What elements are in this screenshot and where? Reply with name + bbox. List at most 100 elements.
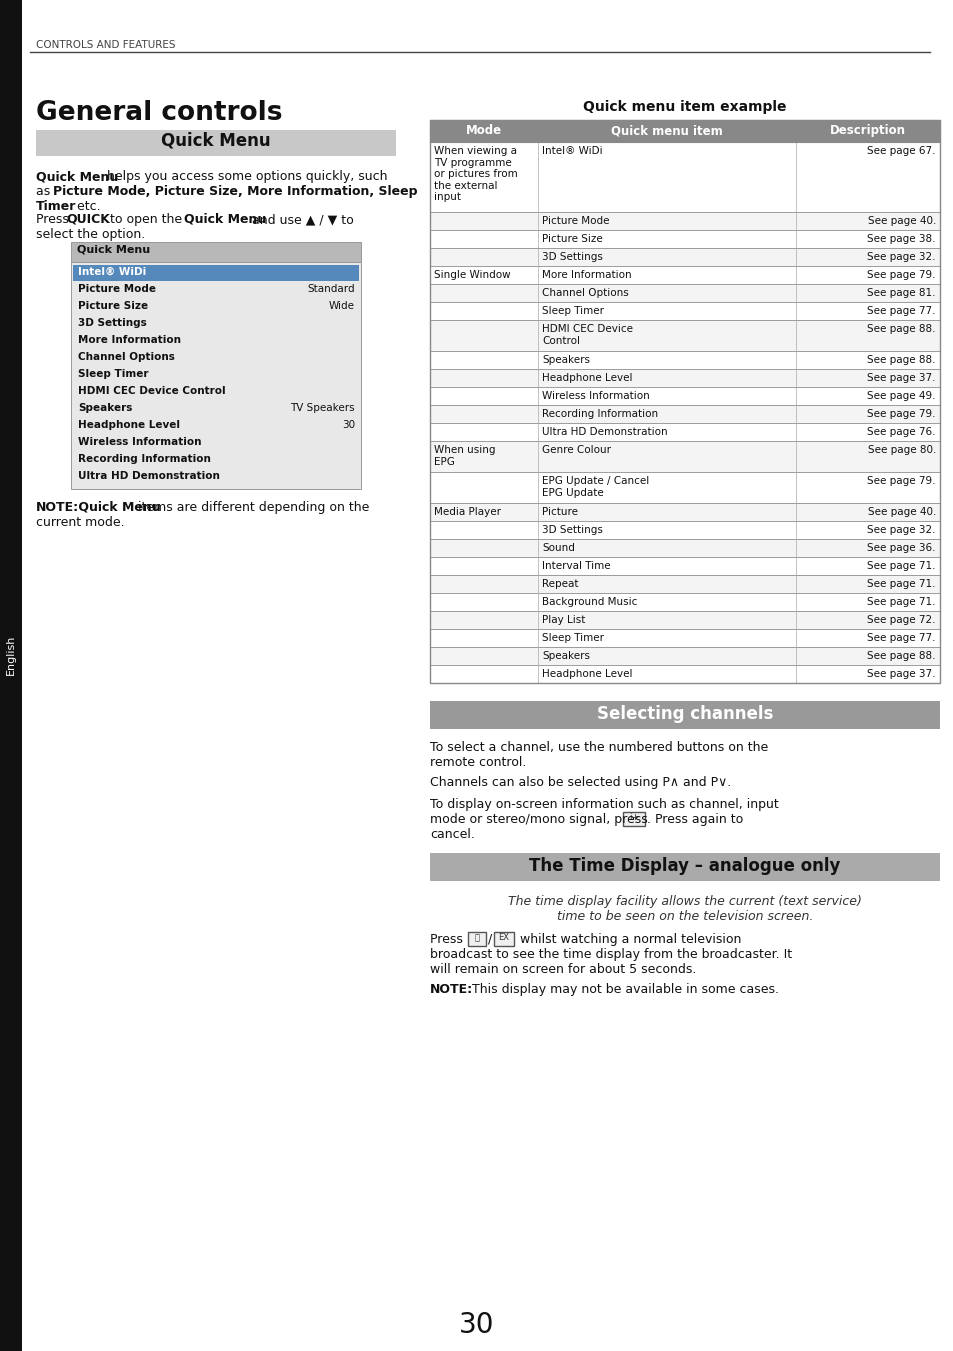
Text: 3D Settings: 3D Settings xyxy=(78,317,147,328)
Text: QUICK: QUICK xyxy=(66,213,110,226)
Text: 30: 30 xyxy=(341,420,355,430)
Bar xyxy=(430,249,939,266)
Text: Channel Options: Channel Options xyxy=(78,353,174,362)
Text: See page 40.: See page 40. xyxy=(866,216,935,226)
Text: select the option.: select the option. xyxy=(36,228,145,240)
Text: Description: Description xyxy=(829,124,905,136)
Text: Speakers: Speakers xyxy=(78,403,132,413)
Text: Interval Time: Interval Time xyxy=(541,561,610,571)
Text: See page 37.: See page 37. xyxy=(866,669,935,680)
Bar xyxy=(468,932,485,946)
Text: Sleep Timer: Sleep Timer xyxy=(78,369,149,380)
Bar xyxy=(430,142,939,212)
Text: See page 88.: See page 88. xyxy=(866,355,935,365)
Bar xyxy=(430,369,939,386)
Bar xyxy=(430,539,939,557)
Text: When using
EPG: When using EPG xyxy=(434,444,495,466)
Bar xyxy=(430,852,939,881)
Text: items are different depending on the: items are different depending on the xyxy=(133,501,369,513)
Bar xyxy=(430,351,939,369)
Text: See page 67.: See page 67. xyxy=(866,146,935,155)
Text: will remain on screen for about 5 seconds.: will remain on screen for about 5 second… xyxy=(430,963,696,975)
Text: Wide: Wide xyxy=(329,301,355,311)
Text: Play List: Play List xyxy=(541,615,585,626)
Text: Sleep Timer: Sleep Timer xyxy=(541,634,603,643)
Text: Channel Options: Channel Options xyxy=(541,288,628,299)
Text: NOTE:: NOTE: xyxy=(430,984,473,996)
Bar xyxy=(430,593,939,611)
Text: i+: i+ xyxy=(628,813,639,821)
Text: Repeat: Repeat xyxy=(541,580,578,589)
Bar xyxy=(622,812,644,825)
Text: Picture Size: Picture Size xyxy=(541,234,602,245)
Bar xyxy=(430,120,939,684)
Text: Picture Mode: Picture Mode xyxy=(78,284,156,295)
Text: Sound: Sound xyxy=(541,543,575,553)
Text: See page 80.: See page 80. xyxy=(866,444,935,455)
Bar xyxy=(494,932,514,946)
Text: Standard: Standard xyxy=(307,284,355,295)
Bar xyxy=(430,557,939,576)
Text: See page 88.: See page 88. xyxy=(866,324,935,334)
Text: See page 32.: See page 32. xyxy=(866,526,935,535)
Text: TV Speakers: TV Speakers xyxy=(290,403,355,413)
Text: time to be seen on the television screen.: time to be seen on the television screen… xyxy=(557,911,812,923)
Text: Intel® WiDi: Intel® WiDi xyxy=(541,146,602,155)
Text: More Information: More Information xyxy=(78,335,181,345)
Text: To select a channel, use the numbered buttons on the: To select a channel, use the numbered bu… xyxy=(430,740,767,754)
Text: /: / xyxy=(488,934,492,946)
Text: EPG Update / Cancel
EPG Update: EPG Update / Cancel EPG Update xyxy=(541,476,649,497)
Bar xyxy=(430,386,939,405)
Text: See page 36.: See page 36. xyxy=(866,543,935,553)
Text: . Press again to: . Press again to xyxy=(646,813,742,825)
Bar xyxy=(430,521,939,539)
Text: See page 32.: See page 32. xyxy=(866,253,935,262)
Text: Genre Colour: Genre Colour xyxy=(541,444,610,455)
Text: See page 77.: See page 77. xyxy=(866,634,935,643)
Text: See page 79.: See page 79. xyxy=(866,476,935,486)
Bar xyxy=(430,701,939,730)
Bar xyxy=(71,242,360,262)
Text: See page 37.: See page 37. xyxy=(866,373,935,382)
Text: Quick Menu: Quick Menu xyxy=(184,213,266,226)
Text: 3D Settings: 3D Settings xyxy=(541,526,602,535)
Text: Timer: Timer xyxy=(36,200,76,213)
Text: HDMI CEC Device
Control: HDMI CEC Device Control xyxy=(541,324,633,346)
Bar xyxy=(430,284,939,303)
Text: Selecting channels: Selecting channels xyxy=(597,705,772,723)
Bar xyxy=(71,262,360,489)
Text: See page 81.: See page 81. xyxy=(866,288,935,299)
Bar xyxy=(430,471,939,503)
Text: See page 38.: See page 38. xyxy=(866,234,935,245)
Text: Wireless Information: Wireless Information xyxy=(541,390,649,401)
Text: The time display facility allows the current (text service): The time display facility allows the cur… xyxy=(508,894,861,908)
Text: Single Window: Single Window xyxy=(434,270,510,280)
Text: This display may not be available in some cases.: This display may not be available in som… xyxy=(468,984,779,996)
Bar xyxy=(73,265,358,281)
Bar xyxy=(430,611,939,630)
Bar xyxy=(430,647,939,665)
Text: Quick Menu: Quick Menu xyxy=(74,501,160,513)
Text: Quick menu item example: Quick menu item example xyxy=(582,100,786,113)
Text: When viewing a
TV programme
or pictures from
the external
input: When viewing a TV programme or pictures … xyxy=(434,146,517,203)
Bar xyxy=(430,630,939,647)
Text: See page 71.: See page 71. xyxy=(866,580,935,589)
Text: Quick Menu: Quick Menu xyxy=(77,245,150,255)
Text: remote control.: remote control. xyxy=(430,757,526,769)
Bar xyxy=(430,503,939,521)
Text: Background Music: Background Music xyxy=(541,597,637,607)
Text: See page 76.: See page 76. xyxy=(866,427,935,436)
Text: Headphone Level: Headphone Level xyxy=(541,669,632,680)
Text: See page 49.: See page 49. xyxy=(866,390,935,401)
Bar xyxy=(36,130,395,155)
Bar xyxy=(430,266,939,284)
Text: Picture Mode, Picture Size, More Information, Sleep: Picture Mode, Picture Size, More Informa… xyxy=(53,185,417,199)
Text: Press: Press xyxy=(430,934,466,946)
Text: current mode.: current mode. xyxy=(36,516,125,530)
Text: See page 77.: See page 77. xyxy=(866,305,935,316)
Text: Sleep Timer: Sleep Timer xyxy=(541,305,603,316)
Text: NOTE:: NOTE: xyxy=(36,501,79,513)
Text: Picture: Picture xyxy=(541,507,578,517)
Text: See page 71.: See page 71. xyxy=(866,561,935,571)
Text: See page 40.: See page 40. xyxy=(866,507,935,517)
